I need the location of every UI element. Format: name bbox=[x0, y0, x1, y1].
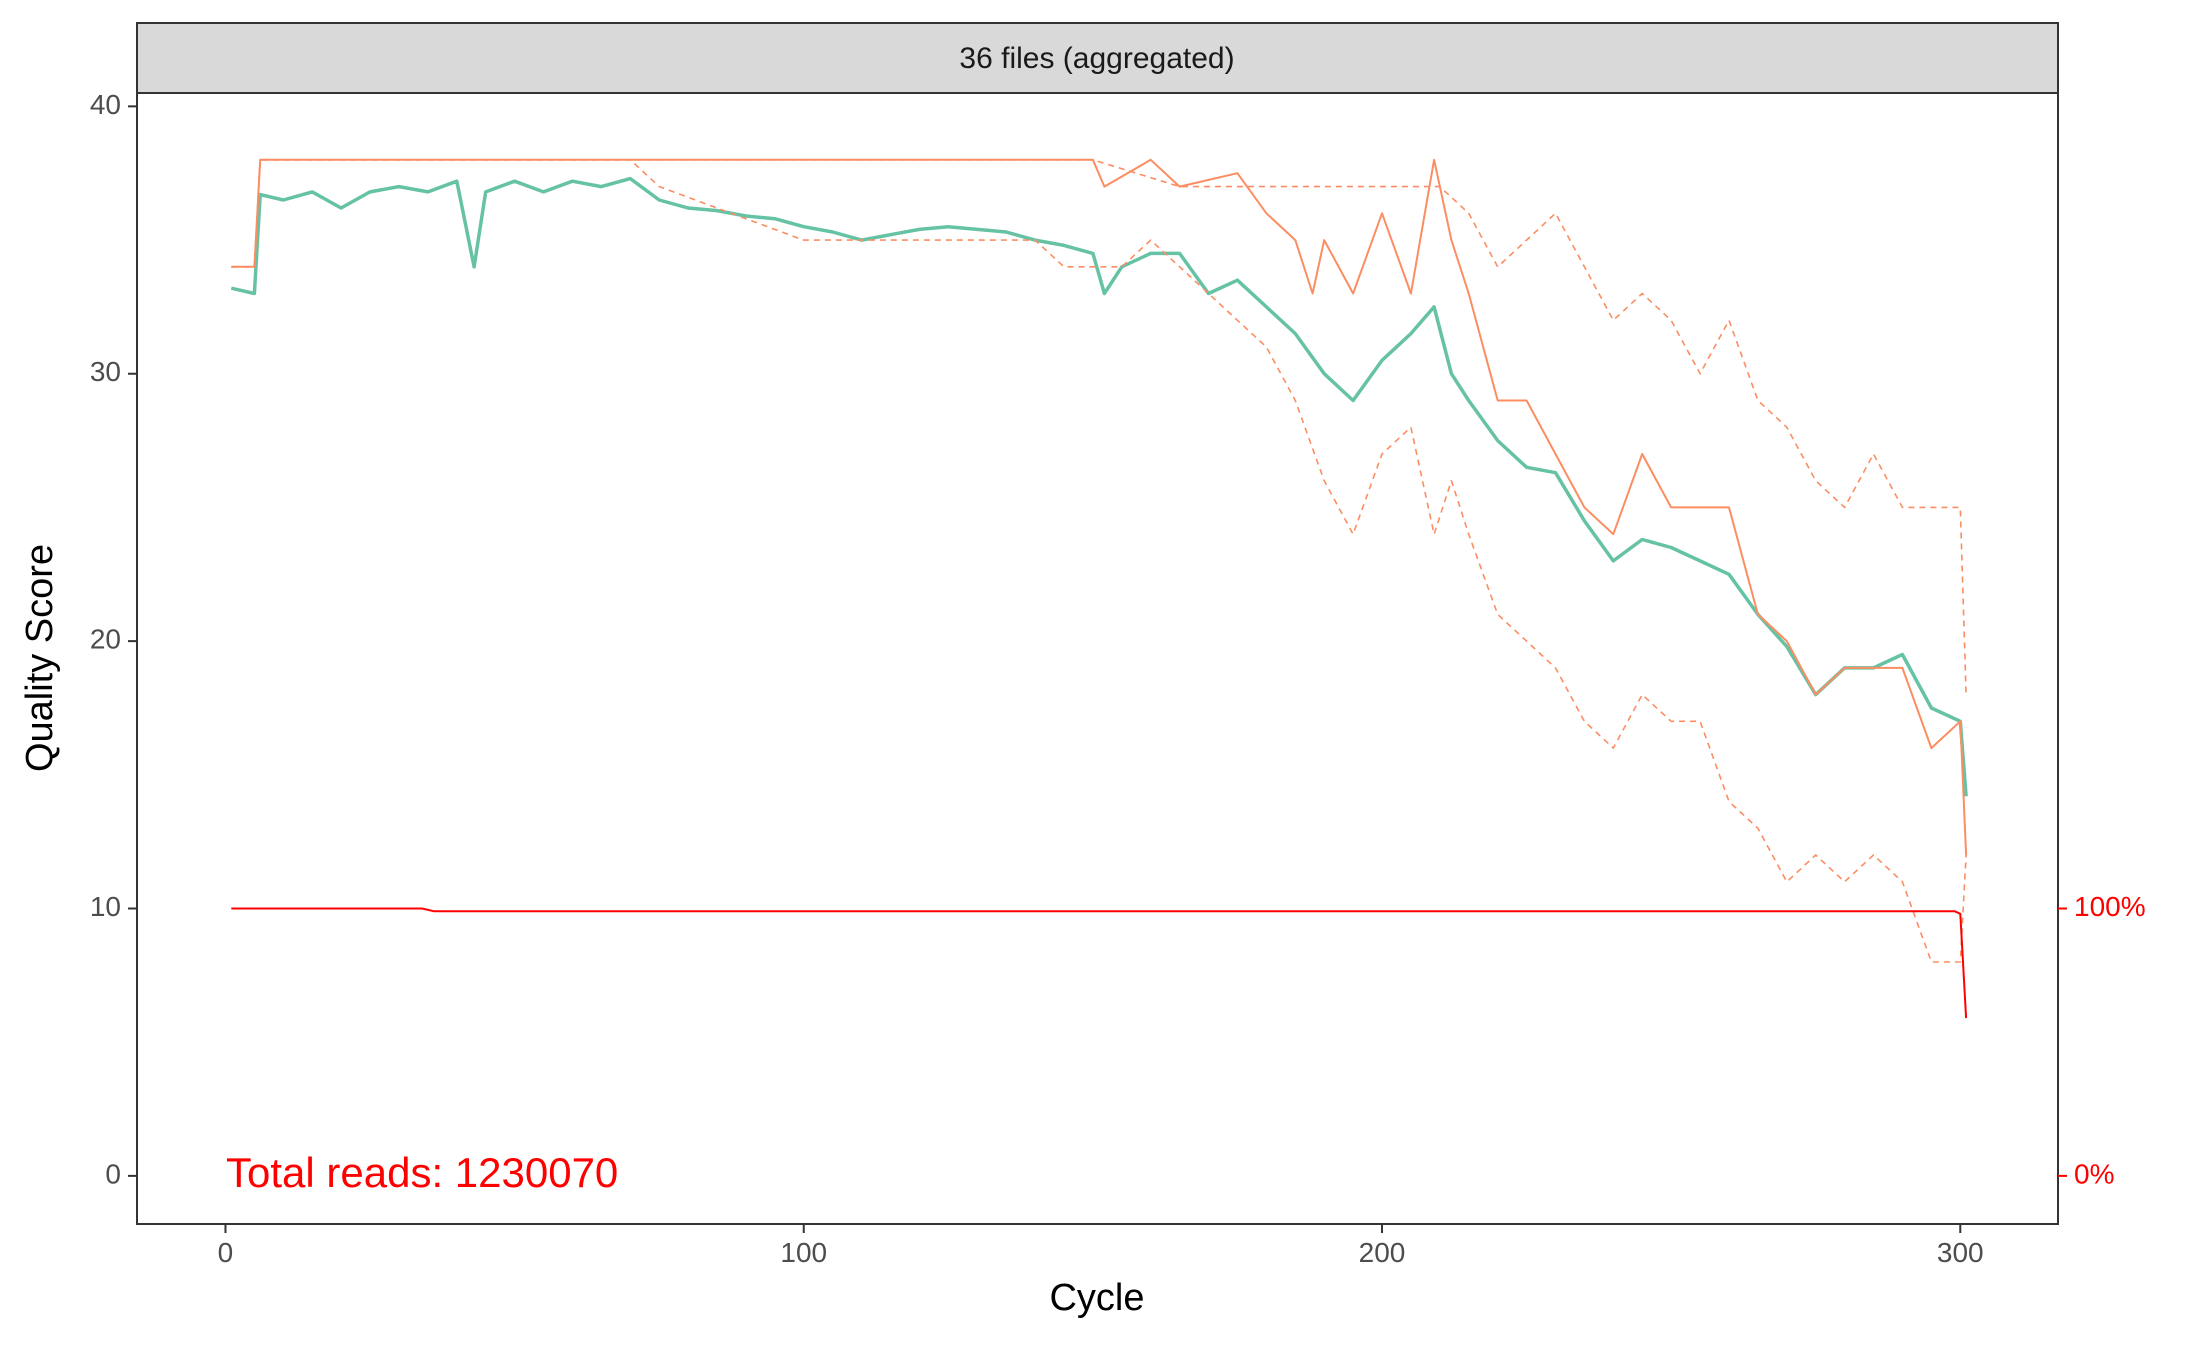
x-tick-label: 300 bbox=[1937, 1237, 1984, 1268]
y-tick-label: 30 bbox=[90, 356, 121, 387]
x-tick-label: 0 bbox=[218, 1237, 234, 1268]
x-axis-title: Cycle bbox=[1049, 1277, 1144, 1319]
y2-tick-label: 0% bbox=[2074, 1158, 2114, 1189]
y-axis-title: Quality Score bbox=[19, 544, 61, 772]
x-tick-label: 200 bbox=[1359, 1237, 1406, 1268]
series-line bbox=[231, 159, 1967, 695]
x-tick-label: 100 bbox=[780, 1237, 827, 1268]
series-line bbox=[231, 907, 1968, 1019]
y-tick-label: 10 bbox=[90, 891, 121, 922]
strip bbox=[136, 22, 2059, 94]
series-line bbox=[231, 159, 1967, 963]
y-tick-label: 0 bbox=[105, 1158, 121, 1189]
strip-title: 36 files (aggregated) bbox=[959, 42, 1234, 75]
series-line bbox=[230, 176, 1968, 797]
y2-tick-label: 100% bbox=[2074, 891, 2146, 922]
y-tick-label: 20 bbox=[90, 624, 121, 655]
annotation: Total reads: 1230070 bbox=[226, 1149, 618, 1196]
y-tick-label: 40 bbox=[90, 89, 121, 120]
panel bbox=[136, 92, 2059, 1225]
